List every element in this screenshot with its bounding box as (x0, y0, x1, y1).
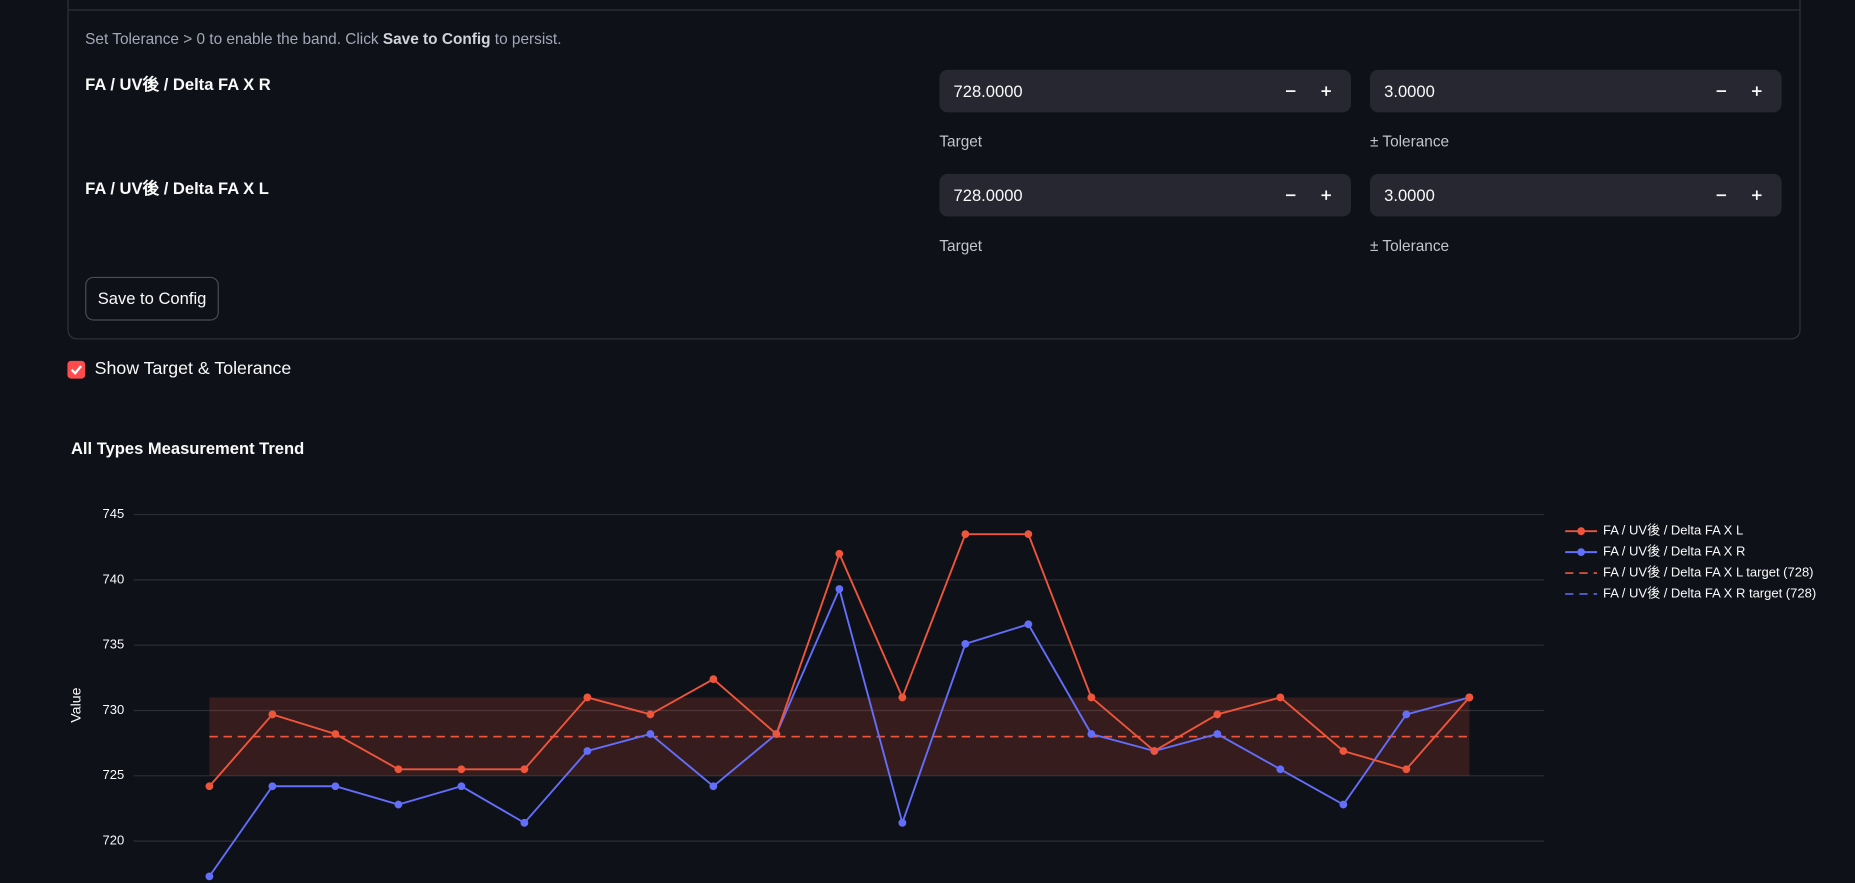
y-tick-label: 730 (103, 702, 125, 717)
series-marker (835, 549, 844, 558)
checkbox-label: Show Target & Tolerance (94, 358, 292, 379)
legend-marker (1577, 548, 1586, 557)
stepper[interactable] (1687, 70, 1782, 113)
stepper[interactable] (1256, 174, 1351, 217)
y-tick-label: 725 (103, 767, 125, 782)
note-bold: Save to Config (382, 29, 491, 48)
series-marker (1339, 800, 1348, 809)
series-marker (961, 530, 970, 539)
number-input[interactable]: 728.0000 (939, 173, 1352, 217)
series-marker (457, 765, 466, 774)
series-marker (1276, 765, 1285, 774)
input-caption: Target (939, 132, 983, 151)
stepper[interactable] (1256, 70, 1351, 113)
series-marker (394, 800, 403, 809)
legend-label: FA / UV後 / Delta FA X R (1603, 544, 1745, 559)
y-tick-label: 720 (103, 833, 125, 848)
series-marker (835, 585, 844, 593)
series-marker (1276, 693, 1285, 702)
save-button[interactable]: Save to Config (85, 276, 219, 321)
series-marker (898, 818, 907, 827)
legend-marker (1577, 527, 1586, 536)
series-marker (709, 675, 718, 684)
series-marker (646, 730, 655, 738)
series-marker (394, 765, 403, 774)
series-marker (1402, 710, 1411, 719)
series-marker (205, 872, 214, 881)
series-marker (1087, 730, 1096, 738)
checkbox[interactable] (67, 360, 86, 379)
series-marker (583, 693, 592, 702)
series-marker (961, 639, 970, 648)
settings-panel (67, 0, 1801, 340)
check-icon (70, 365, 82, 376)
legend-label: FA / UV後 / Delta FA X R target (728) (1603, 585, 1816, 600)
y-tick-label: 740 (103, 571, 125, 586)
legend-label: FA / UV後 / Delta FA X L (1603, 523, 1743, 538)
series-marker (898, 693, 907, 702)
series-marker (331, 782, 340, 791)
stepper[interactable] (1687, 174, 1782, 217)
number-input[interactable]: 3.0000 (1369, 69, 1782, 113)
input-value: 728.0000 (953, 185, 1023, 205)
series-marker (709, 782, 718, 791)
y-axis-label: Value (69, 687, 85, 722)
y-tick-label: 745 (103, 506, 125, 521)
help-note: Set Tolerance > 0 to enable the band. Cl… (85, 30, 561, 48)
series-marker (331, 730, 340, 738)
series-marker (268, 782, 277, 791)
series-marker (1024, 530, 1033, 539)
chart-title: All Types Measurement Trend (71, 439, 304, 458)
note-text: Set Tolerance > 0 to enable the band. Cl… (85, 29, 383, 48)
series-marker (1402, 765, 1411, 774)
series-marker (1465, 693, 1474, 702)
series-marker (1087, 693, 1096, 702)
series-marker (205, 782, 214, 791)
series-marker (646, 710, 655, 719)
divider (67, 9, 1801, 11)
series-marker (1024, 620, 1033, 629)
note-text: to persist. (490, 29, 562, 48)
legend-label: FA / UV後 / Delta FA X L target (728) (1603, 565, 1813, 580)
row-label: FA / UV後 / Delta FA X R (85, 74, 271, 94)
input-value: 728.0000 (953, 81, 1023, 101)
input-caption: ± Tolerance (1369, 132, 1450, 151)
series-marker (583, 747, 592, 755)
series-marker (268, 710, 277, 719)
y-tick-label: 735 (103, 637, 125, 652)
number-input[interactable]: 728.0000 (939, 69, 1352, 113)
row-label: FA / UV後 / Delta FA X L (85, 178, 269, 198)
input-value: 3.0000 (1384, 185, 1435, 205)
series-marker (520, 818, 529, 827)
series-marker (520, 765, 529, 774)
series-marker (1213, 730, 1222, 738)
input-value: 3.0000 (1384, 81, 1435, 101)
number-input[interactable]: 3.0000 (1369, 173, 1782, 217)
series-marker (1339, 747, 1348, 755)
series-marker (772, 730, 781, 738)
series-marker (1150, 747, 1159, 755)
input-caption: ± Tolerance (1369, 236, 1450, 255)
series-marker (1213, 710, 1222, 719)
series-marker (457, 782, 466, 791)
input-caption: Target (939, 236, 983, 255)
